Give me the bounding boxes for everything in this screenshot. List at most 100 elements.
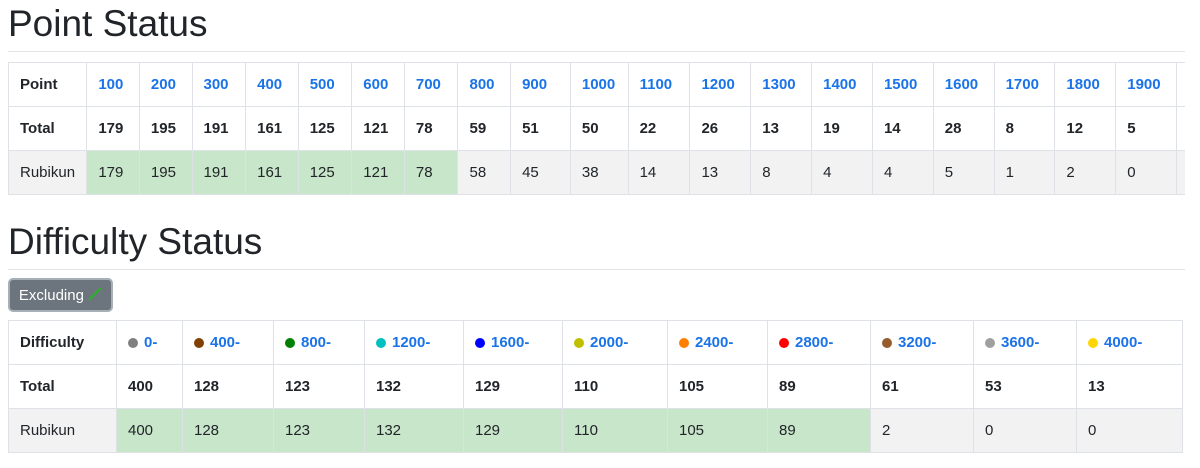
data-row: Total 400 128 123 132 129 110 105 89 61 53 13 — [8, 364, 1183, 409]
point-link[interactable]: 300 — [203, 76, 229, 93]
column-header: 1400 — [811, 62, 873, 107]
difficulty-dot — [1088, 338, 1098, 348]
column-header: 200 — [138, 62, 193, 107]
count-cell: 128 — [182, 364, 274, 409]
count-cell: 59 — [457, 106, 512, 151]
row-label: Rubikun — [8, 408, 117, 453]
count-cell: 123 — [273, 364, 365, 409]
column-header: 0- — [116, 320, 183, 365]
count-cell: 191 — [191, 106, 247, 151]
section-title: Difficulty Status — [8, 218, 1185, 270]
count-cell: 132 — [364, 408, 464, 453]
count-cell: 14 — [627, 150, 691, 195]
column-header: 100 — [86, 62, 140, 107]
header-row: Point 100 200 300 400 500 600 700 800 900 1000 1100… — [8, 62, 1185, 107]
count-cell: 12 — [1054, 106, 1117, 151]
count-cell: 129 — [463, 364, 563, 409]
point-link[interactable]: 1700 — [1005, 76, 1039, 93]
point-link[interactable]: 1300 — [762, 76, 796, 93]
header-row: Difficulty 0- 400- 800- 1200- 1600- 2000- 2400-… — [8, 320, 1183, 365]
difficulty-link[interactable]: 2000- — [590, 334, 629, 351]
difficulty-link[interactable]: 800- — [301, 334, 332, 351]
column-header: 300 — [191, 62, 247, 107]
point-link[interactable]: 800 — [469, 76, 495, 93]
header-cell: Difficulty — [8, 320, 117, 365]
exclude-toggle[interactable]: Excluding — [8, 278, 113, 312]
count-cell: 58 — [457, 150, 512, 195]
point-link[interactable]: 900 — [522, 76, 548, 93]
difficulty-link[interactable]: 3600- — [1001, 334, 1040, 351]
count-cell: 161 — [245, 150, 299, 195]
section-title: Point Status — [8, 0, 1185, 52]
difficulty-table-wrap: Difficulty 0- 400- 800- 1200- 1600- 2000- 2400-… — [8, 320, 1185, 453]
count-cell: 195 — [138, 150, 193, 195]
count-cell: 179 — [86, 150, 140, 195]
count-cell: 22 — [627, 106, 691, 151]
count-cell: 78 — [403, 106, 459, 151]
difficulty-link[interactable]: 4000- — [1104, 334, 1143, 351]
column-header: 1700 — [993, 62, 1056, 107]
point-link[interactable]: 200 — [150, 76, 176, 93]
point-link[interactable]: 600 — [363, 76, 389, 93]
point-link[interactable]: 1400 — [823, 76, 857, 93]
difficulty-link[interactable]: 400- — [210, 334, 241, 351]
row-label: Total — [8, 106, 88, 151]
column-header: 2000- — [562, 320, 668, 365]
count-cell: 400 — [116, 364, 183, 409]
difficulty-dot — [882, 338, 892, 348]
column-header: 2000 — [1176, 62, 1185, 107]
difficulty-link[interactable]: 0- — [144, 334, 158, 351]
point-link[interactable]: 1000 — [581, 76, 616, 93]
point-link[interactable]: 1800 — [1066, 76, 1100, 93]
pencil-icon — [88, 287, 102, 300]
count-cell: 128 — [182, 408, 274, 453]
point-link[interactable]: 100 — [98, 76, 124, 93]
column-header: 1100 — [627, 62, 691, 107]
count-cell: 26 — [689, 106, 752, 151]
column-header: 1900 — [1115, 62, 1178, 107]
count-cell: 89 — [767, 408, 871, 453]
column-header: 1300 — [750, 62, 813, 107]
point-section: Point Status Point 100 200 300 400 500 600 700 8… — [8, 0, 1185, 195]
count-cell: 195 — [138, 106, 193, 151]
row-label: Total — [8, 364, 117, 409]
point-link[interactable]: 500 — [309, 76, 335, 93]
difficulty-link[interactable]: 2800- — [795, 334, 834, 351]
point-link[interactable]: 1600 — [944, 76, 979, 93]
count-cell: 14 — [871, 106, 934, 151]
count-cell: 5 — [1115, 106, 1178, 151]
count-cell: 45 — [510, 150, 571, 195]
column-header: 2400- — [667, 320, 768, 365]
point-link[interactable]: 700 — [415, 76, 441, 93]
point-link[interactable]: 1500 — [883, 76, 918, 93]
column-header: 500 — [297, 62, 353, 107]
difficulty-link[interactable]: 2400- — [695, 334, 734, 351]
point-link[interactable]: 1200 — [701, 76, 735, 93]
column-header: 1800 — [1054, 62, 1117, 107]
count-cell: 105 — [667, 364, 768, 409]
difficulty-link[interactable]: 1600- — [491, 334, 530, 351]
column-header: 1600 — [932, 62, 995, 107]
difficulty-dot — [475, 338, 485, 348]
count-cell: 19 — [811, 106, 873, 151]
count-cell: 89 — [767, 364, 871, 409]
header-cell: Point — [8, 62, 88, 107]
point-link[interactable]: 1900 — [1127, 76, 1161, 93]
point-link[interactable]: 400 — [257, 76, 283, 93]
count-cell: 400 — [116, 408, 183, 453]
data-row: Rubikun 179 195 191 161 125 121 78 58 45 38 14 13 8 4 4… — [8, 150, 1185, 195]
difficulty-link[interactable]: 1200- — [392, 334, 431, 351]
count-cell: 125 — [297, 106, 353, 151]
difficulty-link[interactable]: 3200- — [898, 334, 937, 351]
column-header: 1500 — [871, 62, 934, 107]
count-cell: 53 — [973, 364, 1077, 409]
count-cell: 50 — [569, 106, 629, 151]
count-cell: 2 — [870, 408, 974, 453]
data-row: Rubikun 400 128 123 132 129 110 105 89 2 0 0 — [8, 408, 1183, 453]
count-cell: 0 — [1115, 150, 1178, 195]
column-header: 1200- — [364, 320, 464, 365]
count-cell: 28 — [932, 106, 995, 151]
difficulty-dot — [574, 338, 584, 348]
point-link[interactable]: 1100 — [639, 76, 673, 93]
count-cell: 13 — [1076, 364, 1183, 409]
